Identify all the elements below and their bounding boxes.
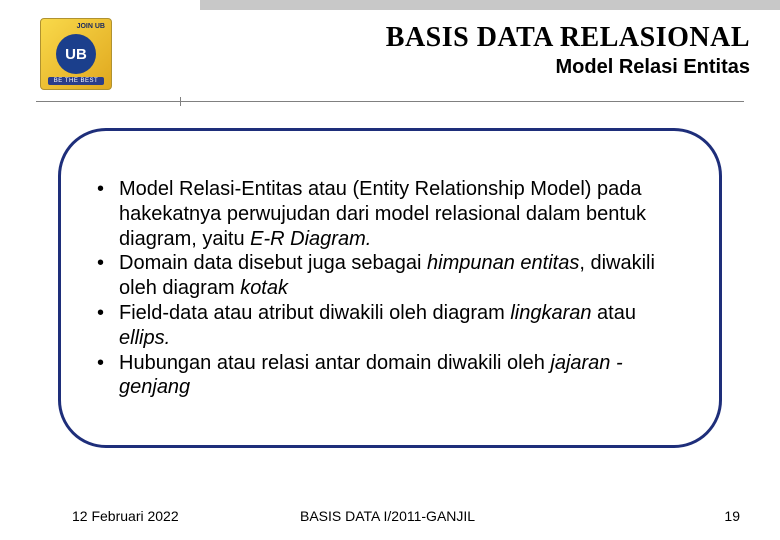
logo-top-text: JOIN UB xyxy=(77,23,105,30)
content-box: Model Relasi-Entitas atau (Entity Relati… xyxy=(58,128,722,448)
header-rule xyxy=(36,101,744,102)
bullet-list: Model Relasi-Entitas atau (Entity Relati… xyxy=(97,177,683,400)
bullet-text-segment: Hubungan atau relasi antar domain diwaki… xyxy=(119,352,550,374)
bullet-text-segment: himpunan entitas xyxy=(427,252,579,274)
footer-course: BASIS DATA I/2011-GANJIL xyxy=(300,508,475,524)
university-logo: JOIN UB UB BE THE BEST xyxy=(40,18,112,90)
bullet-item: Hubungan atau relasi antar domain diwaki… xyxy=(97,351,683,401)
footer-date: 12 Februari 2022 xyxy=(72,508,179,524)
bullet-item: Domain data disebut juga sebagai himpuna… xyxy=(97,251,683,301)
bullet-text-segment: atau xyxy=(592,302,636,324)
slide-header: BASIS DATA RELASIONAL Model Relasi Entit… xyxy=(386,22,750,79)
bullet-item: Field-data atau atribut diwakili oleh di… xyxy=(97,301,683,351)
header-rule-tick xyxy=(180,97,181,106)
bullet-text-segment: Field-data atau atribut diwakili oleh di… xyxy=(119,302,510,324)
bullet-text-segment: E-R Diagram. xyxy=(250,228,371,250)
slide-subtitle: Model Relasi Entitas xyxy=(386,56,750,79)
bullet-text-segment: kotak xyxy=(240,277,288,299)
footer-page: 19 xyxy=(724,508,740,524)
top-accent-bar xyxy=(200,0,780,10)
logo-center-text: UB xyxy=(65,46,87,63)
bullet-text-segment: lingkaran xyxy=(510,302,591,324)
bullet-text-segment: Domain data disebut juga sebagai xyxy=(119,252,427,274)
bullet-item: Model Relasi-Entitas atau (Entity Relati… xyxy=(97,177,683,251)
bullet-text-segment: ellips. xyxy=(119,327,170,349)
bullet-text-segment: Model Relasi-Entitas atau (Entity Relati… xyxy=(119,178,646,250)
logo-bottom-text: BE THE BEST xyxy=(48,77,104,85)
slide-title: BASIS DATA RELASIONAL xyxy=(386,22,750,54)
logo-badge: UB xyxy=(56,34,96,74)
